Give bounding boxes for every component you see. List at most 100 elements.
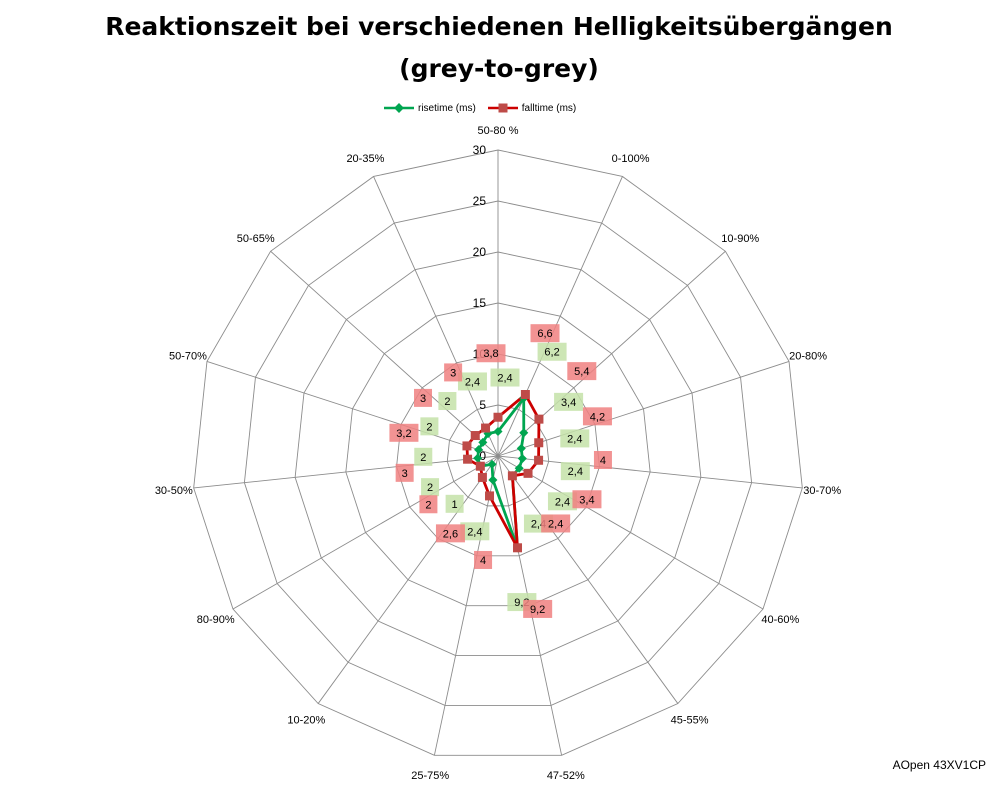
falltime-label-bg (474, 550, 493, 569)
risetime-data-label: 2 (444, 396, 450, 408)
falltime-label-bg (572, 490, 602, 509)
risetime-data-label: 2,4 (555, 496, 570, 508)
risetime-label-bg (460, 522, 490, 541)
risetime-label-bg (421, 478, 440, 497)
radial-tick-label: 25 (473, 194, 487, 208)
legend-marker-falltime (487, 103, 518, 113)
radial-tick-label: 30 (473, 143, 487, 157)
risetime-data-label: 2,4 (568, 466, 583, 478)
falltime-point (477, 472, 487, 482)
falltime-point (513, 543, 523, 553)
spoke (497, 455, 764, 610)
series-line-risetime (476, 396, 526, 550)
category-label: 20-35% (346, 153, 384, 165)
falltime-label-bg (593, 450, 612, 469)
falltime-data-label: 4 (480, 555, 486, 567)
spoke (270, 250, 499, 457)
radial-tick-label: 5 (479, 398, 486, 412)
risetime-data-label: 2,4 (465, 376, 480, 388)
falltime-point (485, 491, 495, 501)
legend: risetime (ms) falltime (ms) (384, 100, 588, 116)
grid-ring (243, 200, 753, 706)
falltime-label-bg (541, 514, 571, 533)
falltime-data-label: 3,2 (396, 428, 411, 440)
grid-ring (345, 302, 651, 607)
falltime-point (481, 423, 491, 433)
risetime-data-label: 2 (427, 482, 433, 494)
falltime-label-bg (435, 524, 465, 543)
spoke (433, 455, 499, 756)
category-label: 50-80 % (478, 125, 519, 137)
legend-item-falltime: falltime (ms) (487, 102, 576, 114)
grid-ring (446, 404, 550, 507)
falltime-data-label: 4 (600, 455, 606, 467)
falltime-label-bg (444, 363, 463, 382)
falltime-data-label: 3 (402, 468, 408, 480)
falltime-point (523, 468, 533, 478)
legend-label-risetime: risetime (ms) (418, 102, 476, 114)
risetime-data-label: 6,2 (544, 347, 559, 359)
chart-subtitle: (grey-to-grey) (399, 54, 599, 83)
legend-marker-risetime (384, 103, 414, 113)
risetime-label-bg (420, 417, 439, 436)
risetime-label-bg (554, 392, 584, 411)
category-label: 0-100% (612, 153, 650, 165)
falltime-point (475, 461, 485, 471)
spoke (317, 455, 499, 704)
falltime-point (534, 455, 544, 465)
risetime-data-label: 3,4 (561, 397, 576, 409)
risetime-label-bg (560, 429, 590, 448)
risetime-label-bg (490, 368, 520, 387)
falltime-label-bg (395, 463, 414, 482)
risetime-data-label: 2 (420, 452, 426, 464)
risetime-point (514, 463, 524, 473)
legend-item-risetime: risetime (ms) (384, 102, 476, 114)
category-label: 80-90% (197, 614, 235, 626)
spoke (373, 176, 499, 457)
category-label: 30-70% (803, 485, 841, 497)
grid-ring (294, 251, 702, 656)
risetime-data-label: 2,4 (567, 433, 582, 445)
risetime-label-bg (414, 447, 433, 466)
risetime-data-label: 2,4 (497, 373, 512, 385)
risetime-label-bg (438, 392, 457, 411)
category-label: 10-90% (721, 233, 759, 245)
falltime-label-bg (523, 599, 553, 618)
falltime-data-label: 6,6 (537, 328, 552, 340)
risetime-data-label: 2 (426, 421, 432, 433)
category-label: 10-20% (287, 715, 325, 727)
spoke (497, 455, 803, 489)
risetime-label-bg (537, 342, 567, 361)
spoke (206, 361, 499, 457)
falltime-data-label: 2,4 (548, 518, 563, 530)
category-label: 25-75% (411, 770, 449, 782)
category-label: 47-52% (547, 770, 585, 782)
risetime-point (517, 454, 527, 464)
risetime-label-bg (547, 492, 577, 511)
risetime-data-label: 2,4 (467, 526, 482, 538)
falltime-label-bg (582, 407, 612, 426)
falltime-data-label: 4,2 (590, 411, 605, 423)
risetime-point (488, 475, 498, 485)
falltime-label-bg (530, 324, 560, 343)
falltime-point (534, 414, 544, 424)
series-line-falltime (465, 393, 541, 550)
risetime-data-label: 1 (452, 499, 458, 511)
risetime-label-bg (445, 494, 464, 513)
risetime-label-bg (560, 462, 590, 481)
falltime-point (462, 441, 472, 451)
falltime-data-label: 5,4 (574, 366, 589, 378)
radial-tick-label: 15 (473, 296, 487, 310)
watermark: AOpen 43XV1CP (892, 758, 986, 772)
falltime-data-label: 3,4 (579, 494, 594, 506)
risetime-point (516, 443, 526, 453)
falltime-point (534, 438, 544, 448)
falltime-data-label: 3,8 (483, 348, 498, 360)
chart-title: Reaktionszeit bei verschiedenen Helligke… (105, 12, 893, 41)
falltime-data-label: 3 (420, 393, 426, 405)
risetime-label-bg (457, 372, 487, 391)
spoke (232, 455, 499, 610)
grid-ring (193, 149, 803, 756)
category-label: 20-80% (789, 350, 827, 362)
spoke (497, 455, 679, 704)
